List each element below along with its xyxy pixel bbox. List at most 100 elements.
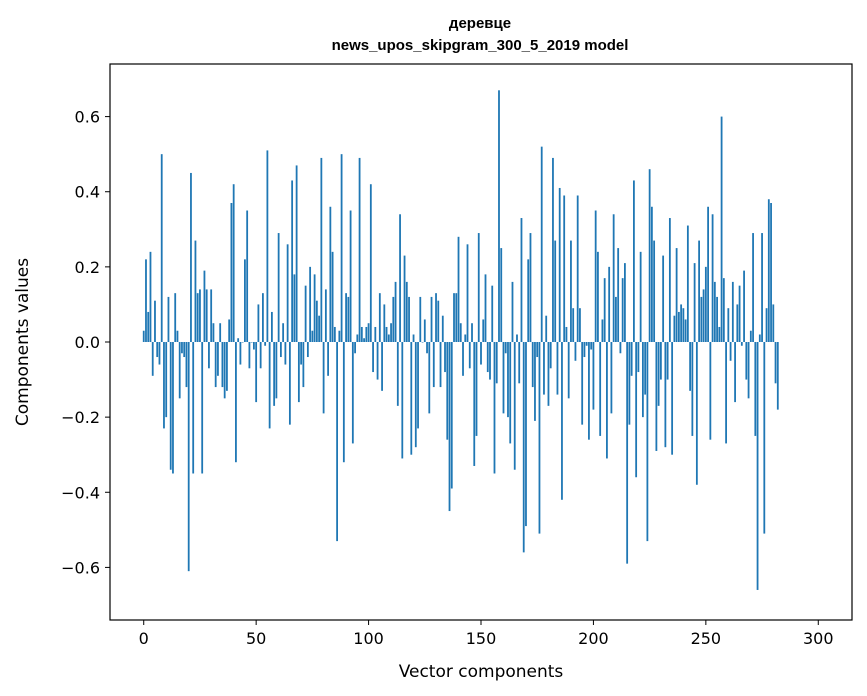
bar xyxy=(208,342,210,369)
y-tick-label: 0.2 xyxy=(75,258,100,277)
bar xyxy=(493,342,496,474)
bar xyxy=(358,157,361,342)
bar xyxy=(612,214,615,342)
bar xyxy=(327,342,329,376)
bar xyxy=(275,342,278,399)
bar xyxy=(727,308,730,342)
bar xyxy=(246,210,249,342)
bar xyxy=(734,342,736,403)
bar xyxy=(745,342,748,380)
bar xyxy=(390,323,392,342)
bar xyxy=(450,342,453,489)
bar xyxy=(495,342,498,384)
bar xyxy=(235,342,237,463)
bar xyxy=(145,259,147,342)
bar xyxy=(226,342,228,391)
bar xyxy=(731,281,734,342)
bar xyxy=(561,342,563,500)
bar xyxy=(351,342,354,444)
bar xyxy=(743,270,745,342)
x-tick-label: 200 xyxy=(578,629,609,648)
bar xyxy=(574,342,577,361)
bar xyxy=(776,342,779,410)
bar xyxy=(659,342,662,380)
y-tick-label: 0.4 xyxy=(75,183,100,202)
bar xyxy=(282,323,285,342)
bar xyxy=(545,315,548,342)
bar xyxy=(237,338,240,342)
bar xyxy=(704,266,707,342)
bar xyxy=(502,342,505,414)
bar xyxy=(369,184,372,342)
bar xyxy=(677,311,680,342)
y-tick-label: −0.6 xyxy=(61,558,100,577)
y-axis: −0.6 −0.4 −0.2 0.0 0.2 0.4 0.6 xyxy=(61,108,110,577)
bar xyxy=(324,289,327,342)
bar xyxy=(619,342,622,354)
bar xyxy=(347,296,350,342)
x-axis: 0 50 100 150 200 250 300 xyxy=(139,620,834,648)
bar xyxy=(624,263,626,342)
bar xyxy=(392,296,395,342)
bar xyxy=(459,323,462,342)
bar xyxy=(482,319,485,342)
bar xyxy=(203,270,206,342)
bar xyxy=(374,326,377,342)
bar xyxy=(511,281,514,342)
bar xyxy=(680,304,683,342)
bar xyxy=(491,285,494,342)
bar xyxy=(770,203,772,342)
bar xyxy=(239,342,242,365)
bar xyxy=(253,342,255,350)
bar xyxy=(419,296,422,342)
bar xyxy=(176,330,179,342)
y-axis-label: Components values xyxy=(13,258,33,426)
bar xyxy=(691,342,694,436)
bar xyxy=(412,334,415,342)
bar xyxy=(549,342,552,369)
bar xyxy=(423,319,426,342)
bar xyxy=(657,342,660,406)
bar xyxy=(666,342,669,380)
bar xyxy=(311,330,314,342)
bar xyxy=(320,157,323,342)
bar xyxy=(262,293,264,342)
y-tick-label: 0.6 xyxy=(75,108,100,127)
bar xyxy=(190,172,192,342)
bar xyxy=(729,342,732,361)
bar xyxy=(655,342,658,451)
chart-title: деревце xyxy=(449,15,511,32)
bar xyxy=(552,157,554,342)
bar xyxy=(365,326,368,342)
bar xyxy=(268,342,271,429)
bar xyxy=(426,342,428,354)
bar xyxy=(711,214,714,342)
bar xyxy=(378,293,381,342)
bar xyxy=(644,342,647,395)
y-tick-label: −0.4 xyxy=(61,483,100,502)
bar xyxy=(172,342,174,474)
bar xyxy=(264,342,267,346)
bar xyxy=(774,342,777,384)
bar xyxy=(167,296,170,342)
bar xyxy=(740,342,743,346)
bar xyxy=(295,165,298,342)
bar xyxy=(160,154,163,342)
bar xyxy=(428,342,431,414)
bar xyxy=(477,233,480,342)
bar xyxy=(529,233,532,342)
bar xyxy=(345,293,347,342)
bar xyxy=(448,342,451,512)
bar xyxy=(601,319,604,342)
bar xyxy=(154,300,156,342)
bar xyxy=(178,342,181,399)
bar xyxy=(259,342,262,369)
bar xyxy=(221,342,224,388)
bar xyxy=(500,248,503,342)
bar xyxy=(142,330,145,342)
bar xyxy=(201,342,204,474)
bar xyxy=(417,342,419,429)
bar xyxy=(183,342,186,358)
bar xyxy=(363,338,365,342)
bar xyxy=(455,293,458,342)
